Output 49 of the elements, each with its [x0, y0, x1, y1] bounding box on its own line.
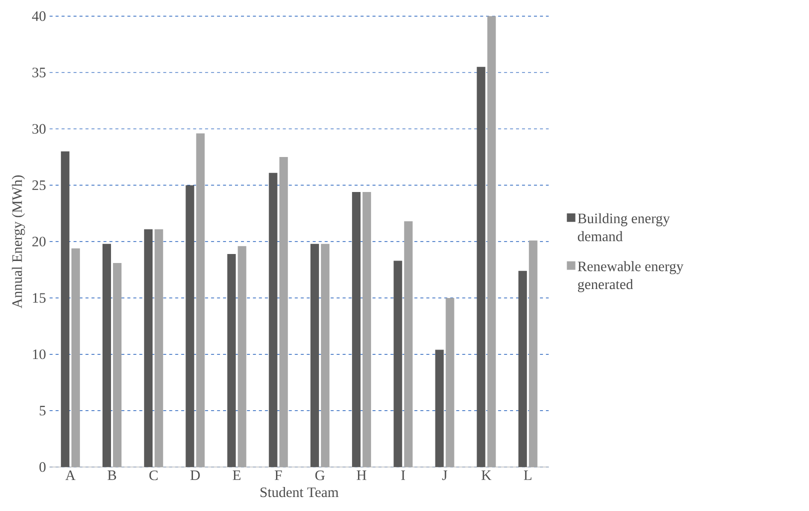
bar — [196, 133, 205, 468]
y-tick-label: 30 — [32, 124, 46, 134]
y-tick-label: 25 — [32, 180, 46, 190]
bar — [268, 172, 278, 468]
bar — [518, 270, 527, 468]
y-tick-label: 10 — [33, 349, 46, 360]
x-tick-label: L — [524, 470, 532, 480]
bar — [476, 66, 486, 468]
x-tick-label: A — [65, 470, 76, 480]
bar — [238, 246, 246, 468]
y-axis-title: Annual Energy (MWh) — [12, 175, 25, 308]
bar — [60, 151, 70, 468]
x-tick-label: B — [108, 470, 116, 480]
x-tick-label: H — [356, 470, 366, 480]
bar — [487, 16, 496, 468]
x-tick-label: K — [482, 470, 492, 480]
y-tick-label: 15 — [33, 293, 46, 303]
y-tick-label: 0 — [39, 462, 46, 472]
bar — [186, 185, 194, 468]
bar — [352, 192, 361, 468]
y-tick-label: 35 — [32, 68, 46, 78]
bar — [310, 244, 319, 468]
x-tick-label: F — [274, 470, 282, 480]
bar — [446, 298, 454, 468]
bar — [320, 244, 330, 468]
bar — [144, 229, 153, 468]
x-tick-label: J — [442, 470, 448, 480]
bar — [528, 240, 538, 468]
y-tick-label: 40 — [32, 11, 46, 22]
x-tick-label: I — [401, 470, 406, 480]
bar — [154, 229, 164, 468]
x-tick-label: G — [315, 470, 325, 480]
bar — [113, 263, 122, 468]
y-tick-label: 5 — [40, 406, 46, 416]
bar — [404, 221, 413, 468]
bar — [227, 254, 236, 468]
legend-label: Renewable energy generated — [578, 261, 684, 292]
x-tick-label: D — [190, 470, 200, 480]
x-tick-label: C — [149, 470, 158, 480]
bar — [362, 192, 372, 468]
y-tick-label: 20 — [32, 236, 46, 246]
x-axis-title: Student Team — [260, 487, 339, 498]
bar — [279, 157, 288, 468]
bar — [435, 350, 444, 468]
bar — [71, 248, 80, 468]
bar — [394, 260, 402, 468]
x-tick-label: E — [232, 470, 240, 480]
bar — [102, 244, 112, 468]
legend-label: Building energy demand — [578, 213, 670, 242]
